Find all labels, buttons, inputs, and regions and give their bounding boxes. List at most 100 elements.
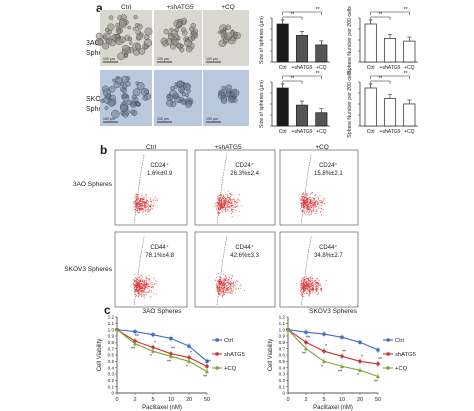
event-dot	[139, 203, 141, 205]
event-dot	[218, 194, 220, 196]
event-dot	[144, 282, 146, 284]
event-dot	[155, 199, 157, 202]
event-dot	[308, 295, 310, 297]
event-dot	[227, 195, 229, 197]
sphere-cell	[135, 43, 141, 49]
event-dot	[318, 206, 320, 208]
data-point	[376, 348, 380, 352]
event-dot	[215, 283, 218, 285]
significance-mark: *	[154, 340, 156, 346]
y-tick-label: 1.2	[279, 315, 286, 320]
event-dot	[147, 278, 149, 280]
event-dot	[312, 281, 314, 283]
event-dot	[232, 289, 234, 291]
event-dot	[303, 287, 305, 290]
event-dot	[225, 280, 227, 282]
event-dot	[323, 198, 325, 200]
bar	[315, 44, 328, 63]
event-dot	[302, 193, 304, 195]
data-point	[357, 359, 363, 364]
event-dot	[319, 288, 322, 290]
data-point	[376, 374, 380, 379]
event-dot	[145, 209, 147, 211]
event-dot	[320, 289, 322, 291]
panel-a-col-shatg5: +shATG5	[166, 4, 194, 11]
event-dot	[138, 288, 141, 290]
series-line	[116, 329, 208, 372]
sphere-cell	[191, 30, 197, 36]
event-dot	[135, 195, 137, 197]
event-dot	[144, 203, 146, 205]
event-dot	[312, 203, 314, 206]
x-axis-label: Paclitaxel (nM)	[313, 405, 353, 411]
y-axis-label: Cell Viability	[268, 339, 274, 372]
event-dot	[141, 276, 143, 278]
event-dot	[221, 201, 223, 203]
event-dot	[147, 209, 149, 211]
event-dot	[307, 281, 309, 283]
event-dot	[144, 194, 146, 196]
significance-bracket	[282, 16, 303, 20]
sphere-cell	[127, 36, 133, 42]
event-dot	[225, 198, 227, 200]
event-dot	[217, 272, 220, 274]
sphere-cell	[183, 82, 191, 91]
sphere-cell	[176, 21, 183, 28]
event-dot	[304, 284, 306, 286]
event-dot	[317, 291, 319, 293]
scale-bar-label: 100 μm	[206, 117, 218, 121]
event-dot	[136, 279, 138, 281]
event-dot	[150, 197, 152, 199]
bar-chart: Sphere Number per 200 cells Ctrl +shATG5 +C…	[347, 6, 418, 74]
event-dot	[146, 208, 148, 210]
event-dot	[300, 284, 302, 286]
significance-mark: *	[321, 364, 323, 370]
event-dot	[220, 284, 222, 286]
event-dot	[234, 206, 236, 208]
event-dot	[315, 205, 317, 207]
sphere-cell	[111, 109, 120, 119]
event-dot	[139, 286, 141, 289]
sphere-cell	[163, 28, 170, 35]
event-dot	[308, 201, 310, 203]
event-dot	[307, 194, 309, 196]
event-dot	[307, 277, 309, 279]
event-dot	[227, 204, 229, 206]
event-dot	[309, 193, 311, 195]
event-dot	[306, 282, 308, 284]
sphere-cell	[136, 102, 140, 107]
sphere-cluster	[166, 80, 194, 108]
event-dot	[134, 279, 136, 281]
event-dot	[141, 284, 143, 286]
event-dot	[305, 286, 307, 288]
event-dot	[238, 288, 240, 290]
event-dot	[145, 199, 147, 202]
event-dot	[240, 285, 242, 287]
event-dot	[137, 196, 139, 198]
event-dot	[140, 286, 142, 288]
event-dot	[299, 287, 301, 289]
event-dot	[310, 209, 312, 211]
event-dot	[237, 280, 239, 282]
event-dot	[220, 202, 222, 204]
data-point	[340, 364, 344, 368]
event-dot	[316, 289, 319, 291]
legend-marker	[386, 338, 390, 342]
event-dot	[146, 205, 148, 207]
sphere-cluster	[100, 75, 151, 119]
event-dot	[227, 190, 229, 192]
event-dot	[303, 200, 305, 202]
event-dot	[137, 295, 139, 298]
event-dot	[150, 291, 152, 293]
event-dot	[150, 285, 152, 287]
event-dot	[226, 288, 228, 290]
event-dot	[218, 208, 220, 210]
event-dot	[313, 207, 315, 209]
plot-frame	[279, 149, 359, 226]
event-dot	[137, 207, 139, 210]
sphere-cell	[185, 93, 189, 98]
event-dot	[231, 292, 233, 294]
event-dot	[314, 200, 317, 203]
bar	[403, 103, 416, 127]
y-tick-label: 0.4	[279, 365, 286, 370]
